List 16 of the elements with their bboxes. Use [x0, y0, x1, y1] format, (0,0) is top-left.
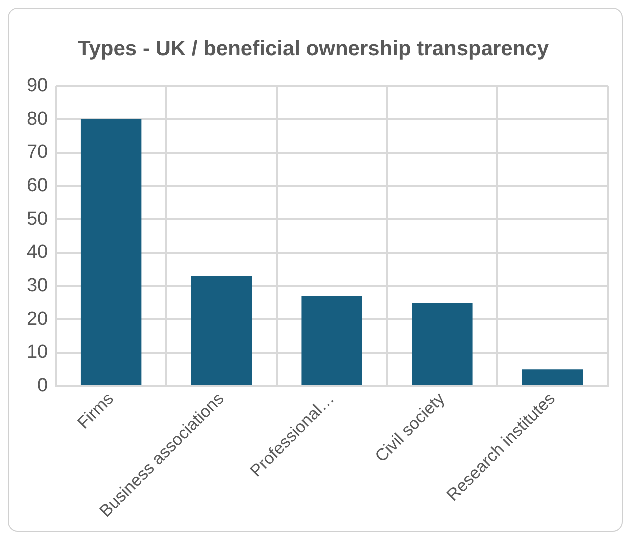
y-tick-label: 40: [26, 242, 48, 264]
y-tick-label: 20: [26, 308, 48, 330]
bar: [412, 302, 473, 386]
bar: [522, 370, 584, 386]
y-tick-label: 90: [26, 75, 48, 96]
y-tick-label: 0: [38, 376, 48, 397]
y-tick-label: 10: [26, 342, 48, 364]
chart-title: Types - UK / beneficial ownership transparency: [78, 37, 550, 60]
y-tick-label: 60: [26, 175, 48, 196]
y-tick-label: 70: [26, 142, 48, 164]
bar: [302, 296, 362, 386]
y-tick-label: 50: [26, 208, 48, 230]
bar: [191, 276, 252, 386]
y-tick-label: 80: [26, 108, 48, 130]
y-tick-label: 30: [26, 276, 48, 297]
bar: [80, 120, 142, 386]
